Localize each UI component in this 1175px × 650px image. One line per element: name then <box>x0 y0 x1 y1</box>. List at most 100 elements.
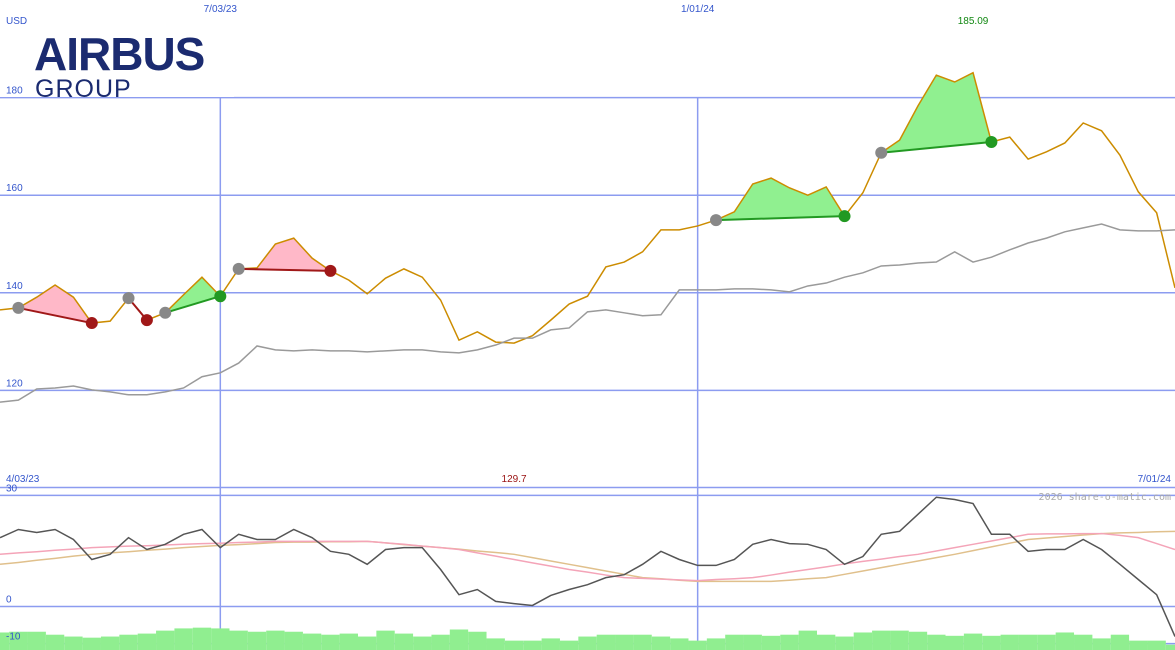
signal-start <box>232 262 245 275</box>
signal-start <box>122 292 135 305</box>
signal-area <box>716 178 845 221</box>
histogram-bar <box>27 631 46 650</box>
histogram-bar <box>156 630 175 650</box>
histogram-bar <box>945 635 964 650</box>
histogram-bar <box>174 628 193 650</box>
histogram-bar <box>486 638 505 650</box>
histogram-bar <box>1074 634 1093 650</box>
histogram-bar <box>192 627 212 650</box>
x-tick-label: 1/01/24 <box>681 4 715 15</box>
histogram-bar <box>559 640 579 650</box>
signal-end <box>838 210 851 223</box>
histogram-bar <box>211 628 230 650</box>
histogram-bar <box>1037 634 1056 650</box>
histogram-bar <box>394 633 414 650</box>
series-line <box>0 530 1175 583</box>
histogram-bar <box>725 634 744 650</box>
y-tick-label: 180 <box>6 86 23 97</box>
histogram-bar <box>816 634 836 650</box>
histogram-bar <box>45 634 65 650</box>
histogram-bar <box>1110 634 1130 650</box>
max-label: 185.09 <box>958 16 989 27</box>
logo-line2: GROUP <box>35 75 132 103</box>
signal-end <box>140 314 153 327</box>
histogram-bar <box>413 636 432 650</box>
signal-end <box>985 136 998 149</box>
signal-line <box>881 141 992 154</box>
histogram-bar <box>376 630 395 650</box>
histogram-bar <box>229 630 248 650</box>
histogram-bar <box>1055 632 1075 650</box>
x-tick-label: 7/01/24 <box>1138 474 1172 485</box>
logo-background <box>0 0 234 97</box>
signal-end <box>85 317 98 330</box>
signal-start <box>710 214 723 227</box>
logo-line1: AIRBUS <box>34 28 204 80</box>
labels-layer: 2026 share-o-matic.com 120 140 160 180 4/03/… <box>6 4 1171 643</box>
histogram-bar <box>1165 644 1175 650</box>
histogram-bar <box>468 631 487 650</box>
histogram-bar <box>615 634 634 650</box>
y-tick-label: 160 <box>6 183 23 194</box>
histogram-bar <box>651 636 671 650</box>
signal-end <box>324 264 337 277</box>
histogram-bar <box>266 630 285 650</box>
y-tick-label: 30 <box>6 483 18 494</box>
histogram-bar <box>706 638 726 650</box>
histogram-bar <box>963 633 983 650</box>
y-unit: USD <box>6 16 27 27</box>
histogram-bar <box>302 633 322 650</box>
histogram-bar <box>1092 638 1111 650</box>
y-tick-label: 140 <box>6 281 23 292</box>
series-line <box>0 223 1175 403</box>
histogram-bar <box>798 630 817 650</box>
histogram-bar <box>1147 640 1166 650</box>
series-line <box>0 532 1175 582</box>
histogram-bar <box>449 629 469 650</box>
x-tick-label: 4/03/23 <box>6 474 40 485</box>
histogram-bar <box>541 638 560 650</box>
histogram-bar <box>321 634 340 650</box>
histogram-bar <box>100 636 120 650</box>
histogram-bar <box>137 633 157 650</box>
histogram-bar <box>835 636 854 650</box>
y-tick-label: 120 <box>6 378 23 389</box>
histogram-bar <box>247 631 267 650</box>
histogram-bar <box>596 634 616 650</box>
histogram-bar <box>523 640 542 650</box>
watermark: 2026 share-o-matic.com <box>1039 492 1171 503</box>
y-tick-label: 0 <box>6 595 12 606</box>
histogram-bar <box>761 635 781 650</box>
histogram-bar <box>743 634 762 650</box>
x-tick-label: 7/03/23 <box>204 4 238 15</box>
signal-line <box>238 267 331 272</box>
signal-area <box>881 72 992 153</box>
signal-end <box>214 290 227 303</box>
histogram-bar <box>9 631 28 650</box>
logo: AIRBUS GROUP <box>0 0 234 103</box>
histogram-bar <box>0 632 10 650</box>
histogram-bar <box>339 633 359 650</box>
signal-area <box>238 238 331 271</box>
signal-area <box>165 277 221 313</box>
signal-line <box>715 215 845 222</box>
signal-line <box>18 306 92 325</box>
histogram-bar <box>578 636 597 650</box>
histogram-bar <box>82 637 101 650</box>
signal-start <box>875 146 888 159</box>
signal-start <box>159 306 172 319</box>
histogram-bar <box>780 634 799 650</box>
min-label: 129.7 <box>502 474 527 485</box>
histogram-bar <box>284 631 303 650</box>
series-line <box>0 496 1175 637</box>
histogram-bar <box>908 631 928 650</box>
histogram-bar <box>64 636 83 650</box>
histogram-bar <box>1000 634 1019 650</box>
histogram-bar <box>982 635 1001 650</box>
histogram-bar <box>1129 640 1148 650</box>
histogram-bar <box>633 634 652 650</box>
histogram-bar <box>431 634 450 650</box>
histogram-bar <box>890 630 909 650</box>
histogram-bar <box>872 630 891 650</box>
